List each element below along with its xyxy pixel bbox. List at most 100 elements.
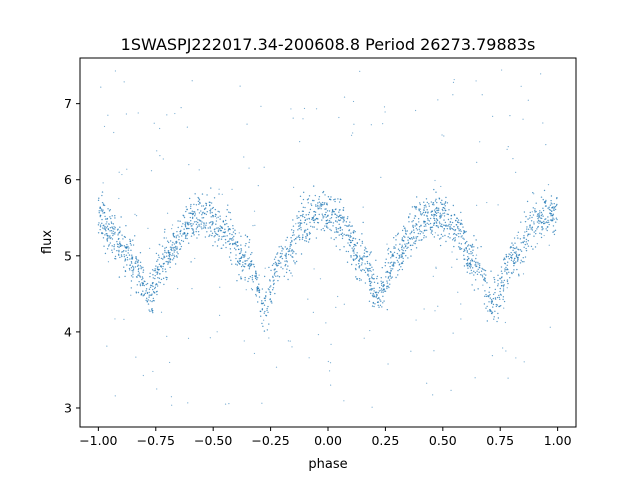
data-point	[537, 217, 539, 220]
data-point	[302, 191, 305, 194]
data-point	[313, 221, 315, 224]
data-point	[203, 212, 206, 215]
data-point	[403, 252, 405, 255]
data-point	[165, 252, 168, 254]
data-point	[201, 212, 204, 214]
data-point	[278, 262, 281, 265]
data-point	[470, 264, 472, 266]
data-point	[370, 251, 372, 253]
data-point	[318, 207, 320, 210]
data-point	[441, 199, 443, 202]
data-point	[419, 213, 422, 215]
data-point	[121, 255, 123, 258]
data-point	[411, 238, 414, 240]
data-point	[233, 235, 235, 238]
data-point	[158, 256, 160, 259]
data-point	[243, 266, 246, 268]
data-point	[360, 264, 363, 266]
data-point	[293, 251, 295, 253]
data-point	[156, 285, 159, 287]
data-point	[461, 235, 463, 237]
data-point	[445, 224, 448, 226]
data-point	[542, 207, 544, 210]
outlier-point	[352, 132, 354, 134]
outlier-point	[243, 340, 245, 342]
data-point	[444, 201, 447, 203]
data-point	[285, 252, 287, 255]
data-point	[466, 271, 468, 273]
data-point	[99, 224, 102, 226]
data-point	[494, 297, 497, 299]
outlier-point	[165, 237, 167, 239]
data-point	[227, 240, 229, 243]
data-point	[248, 277, 250, 280]
data-point	[411, 221, 413, 223]
data-point	[229, 248, 232, 250]
data-point	[122, 238, 124, 240]
data-point	[211, 224, 213, 226]
data-point	[328, 221, 330, 224]
outlier-point	[194, 257, 196, 260]
data-point	[470, 265, 472, 267]
data-point	[371, 274, 373, 276]
data-point	[169, 261, 172, 263]
data-point	[356, 255, 358, 258]
data-point	[496, 304, 499, 306]
data-point	[282, 248, 284, 250]
data-point	[261, 300, 263, 302]
data-point	[546, 229, 548, 232]
data-point	[478, 271, 480, 274]
data-point	[462, 226, 464, 228]
data-point	[540, 236, 543, 239]
data-point	[554, 208, 557, 211]
data-point	[553, 206, 556, 208]
data-point	[473, 246, 475, 248]
data-point	[367, 268, 369, 270]
data-point	[516, 256, 518, 258]
data-point	[131, 258, 134, 260]
data-point	[467, 262, 469, 264]
data-point	[228, 256, 231, 258]
data-point	[231, 233, 233, 236]
data-point	[358, 259, 360, 262]
data-point	[157, 266, 159, 268]
data-point	[117, 245, 119, 248]
data-point	[471, 267, 474, 269]
data-point	[174, 247, 177, 249]
data-point	[171, 249, 173, 252]
data-point	[444, 202, 446, 204]
data-point	[126, 256, 129, 259]
data-point	[342, 207, 345, 209]
data-point	[180, 239, 183, 242]
data-point	[100, 210, 102, 212]
data-point	[154, 292, 156, 294]
data-point	[544, 205, 547, 207]
data-point	[544, 201, 546, 203]
data-point	[508, 271, 510, 274]
data-point	[215, 220, 218, 222]
data-point	[513, 264, 515, 267]
data-point	[423, 222, 425, 224]
data-point	[240, 249, 243, 251]
data-point	[205, 222, 208, 224]
data-point	[210, 202, 213, 204]
data-point	[503, 300, 506, 303]
x-tick-label: 1.00	[544, 433, 572, 448]
data-point	[491, 301, 493, 303]
data-point	[435, 212, 438, 215]
data-point	[124, 236, 127, 239]
y-tick-label: 5	[64, 248, 72, 263]
data-point	[209, 221, 212, 223]
data-point	[526, 200, 529, 203]
outlier-point	[335, 306, 337, 308]
data-point	[485, 274, 487, 276]
data-point	[176, 256, 178, 258]
data-point	[185, 206, 187, 208]
data-point	[331, 209, 334, 211]
data-point	[471, 284, 473, 286]
data-point	[514, 252, 517, 254]
data-point	[413, 242, 415, 244]
data-point	[382, 285, 384, 288]
data-point	[384, 261, 387, 264]
data-point	[169, 266, 171, 269]
